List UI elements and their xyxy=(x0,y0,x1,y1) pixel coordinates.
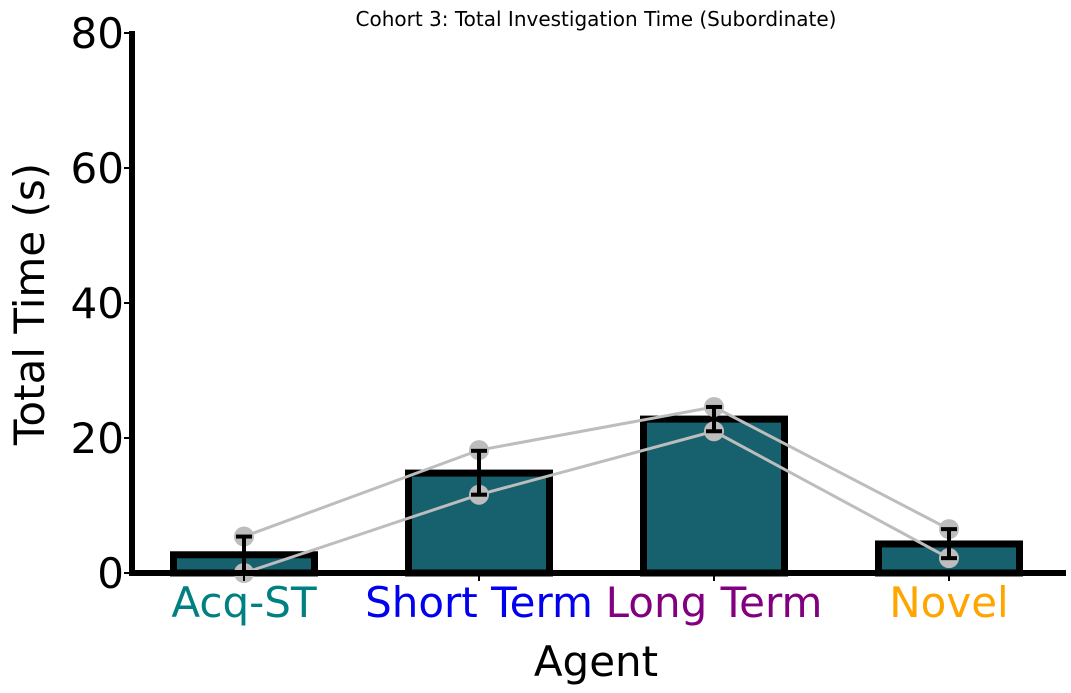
chart-title: Cohort 3: Total Investigation Time (Subo… xyxy=(356,7,837,31)
subject-lines-layer xyxy=(234,396,959,583)
error-bar-3 xyxy=(941,527,957,561)
bar-2 xyxy=(640,415,788,577)
x-tick-label-3: Novel xyxy=(889,578,1008,627)
y-tick-label-1: 20 xyxy=(71,414,124,463)
error-bars-layer xyxy=(236,404,957,575)
x-tick-label-0: Acq-ST xyxy=(171,578,317,627)
x-tick-label-1: Short Term xyxy=(365,578,593,627)
y-tick-label-2: 40 xyxy=(71,279,124,328)
bars-layer xyxy=(170,415,1023,577)
axes-layer xyxy=(129,31,1066,576)
error-bar-1 xyxy=(471,448,487,497)
y-tick-label-4: 80 xyxy=(71,9,124,58)
subject-line-1 xyxy=(243,429,950,575)
y-tick-label-3: 60 xyxy=(71,144,124,193)
error-bar-2 xyxy=(706,404,722,434)
subject-line-0 xyxy=(243,405,950,538)
y-ticks-layer: 0 20 40 60 80 xyxy=(71,9,132,598)
x-ticks-layer: Acq-ST Short Term Long Term Novel xyxy=(171,573,1009,627)
x-tick-label-2: Long Term xyxy=(606,578,823,627)
y-axis-label: Total Time (s) xyxy=(5,163,54,446)
y-tick-label-0: 0 xyxy=(97,549,124,598)
x-axis-label: Agent xyxy=(534,637,658,686)
